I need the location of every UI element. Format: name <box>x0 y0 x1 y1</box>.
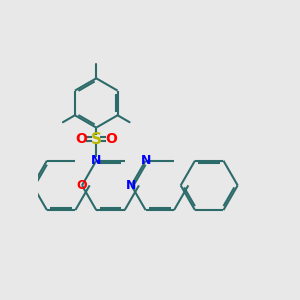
Text: N: N <box>126 179 136 192</box>
Text: N: N <box>91 154 101 167</box>
Text: N: N <box>140 154 151 167</box>
Text: S: S <box>91 132 102 147</box>
Text: O: O <box>77 179 87 192</box>
Text: O: O <box>75 132 87 146</box>
Text: O: O <box>106 132 118 146</box>
